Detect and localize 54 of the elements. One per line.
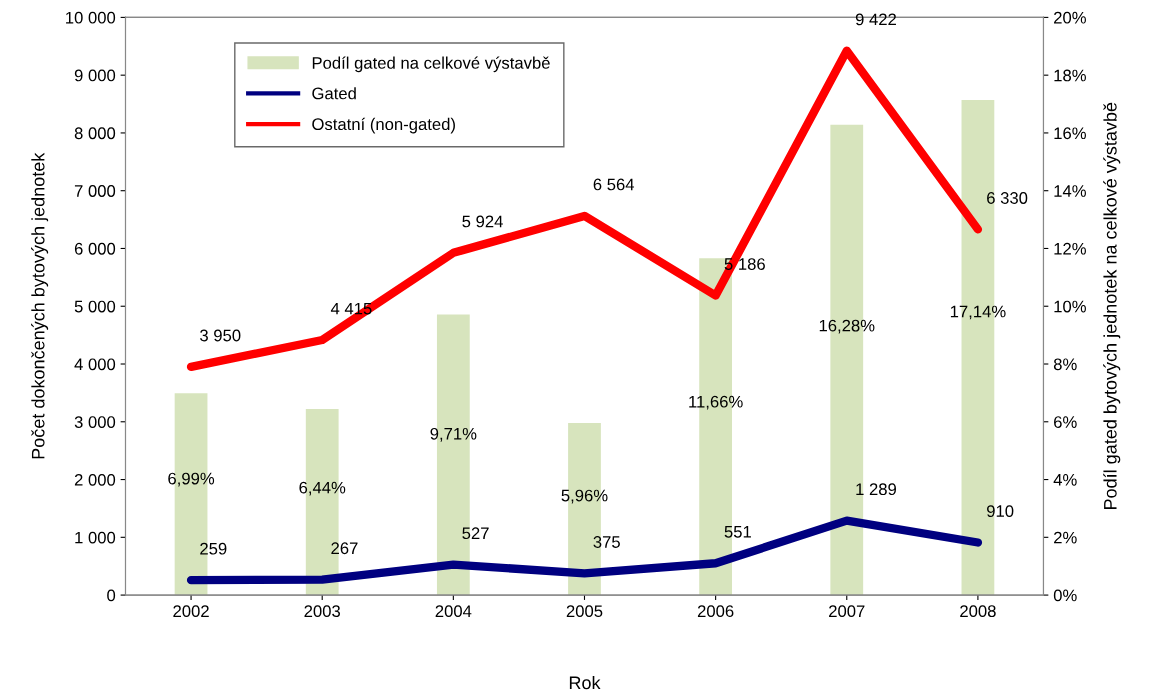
legend-label: Podíl gated na celkové výstavbě xyxy=(312,56,550,73)
y-tick-label: 7 000 xyxy=(74,185,116,197)
data-label: 1 289 xyxy=(856,483,897,496)
data-label: 6,44% xyxy=(299,481,346,496)
y2-tick-label: 12% xyxy=(1054,242,1086,255)
data-label: 17,14% xyxy=(950,305,1006,320)
y2-tick-label: 10% xyxy=(1054,300,1086,313)
y2-tick-label: 8% xyxy=(1053,358,1077,371)
x-tick-label: 2003 xyxy=(304,605,341,618)
data-label: 6,99% xyxy=(168,472,215,487)
data-label: 9 422 xyxy=(855,13,896,26)
y2-tick-label: 2% xyxy=(1054,531,1077,544)
data-label: 551 xyxy=(724,526,751,538)
y-tick-label: 8 000 xyxy=(74,127,116,140)
y2-tick-label: 0% xyxy=(1053,589,1077,602)
y2-tick-label: 18% xyxy=(1054,69,1086,82)
data-label: 16,28% xyxy=(819,319,875,334)
data-label: 910 xyxy=(987,505,1014,517)
x-tick-label: 2007 xyxy=(829,605,865,618)
data-label: 375 xyxy=(593,536,620,548)
x-tick-label: 2005 xyxy=(566,605,603,618)
y2-tick-label: 6% xyxy=(1054,416,1077,428)
x-tick-label: 2006 xyxy=(697,605,734,618)
legend-label: Gated xyxy=(312,87,356,100)
data-label: 6 564 xyxy=(593,178,635,191)
x-tick-label: 2002 xyxy=(173,605,209,618)
y2-tick-label: 4% xyxy=(1053,474,1077,486)
data-label: 527 xyxy=(462,527,489,540)
y-tick-label: 9 000 xyxy=(74,69,116,82)
y-tick-label: 5 000 xyxy=(74,300,116,313)
y2-tick-label: 20% xyxy=(1054,11,1086,24)
y-tick-label: 4 000 xyxy=(74,358,116,371)
y2-axis-title: Podíl gated bytových jednotek na celkové výstavbě xyxy=(1103,102,1121,509)
data-label: 5,96% xyxy=(561,489,608,504)
data-label: 9,71% xyxy=(430,427,477,442)
y-axis-title: Počet dokončených bytových jednotek xyxy=(31,152,49,459)
y2-tick-label: 16% xyxy=(1054,127,1086,140)
data-label: 259 xyxy=(200,542,227,555)
x-axis-title: Rok xyxy=(569,675,601,690)
x-tick-label: 2008 xyxy=(960,605,996,618)
y-tick-label: 3 000 xyxy=(74,416,116,428)
x-tick-label: 2004 xyxy=(435,605,472,618)
y-tick-label: 2 000 xyxy=(74,473,116,486)
data-label: 267 xyxy=(331,542,358,555)
y-tick-label: 10 000 xyxy=(66,11,116,24)
y2-tick-label: 14% xyxy=(1054,185,1086,197)
data-label: 11,66% xyxy=(689,395,743,410)
legend-label: Ostatní (non-gated) xyxy=(312,117,455,134)
y-tick-label: 0 xyxy=(107,589,116,602)
data-label: 5 924 xyxy=(462,215,503,228)
y-tick-label: 6 000 xyxy=(74,242,116,255)
data-label: 6 330 xyxy=(987,192,1028,204)
data-label: 3 950 xyxy=(200,329,241,342)
y-tick-label: 1 000 xyxy=(75,531,116,544)
